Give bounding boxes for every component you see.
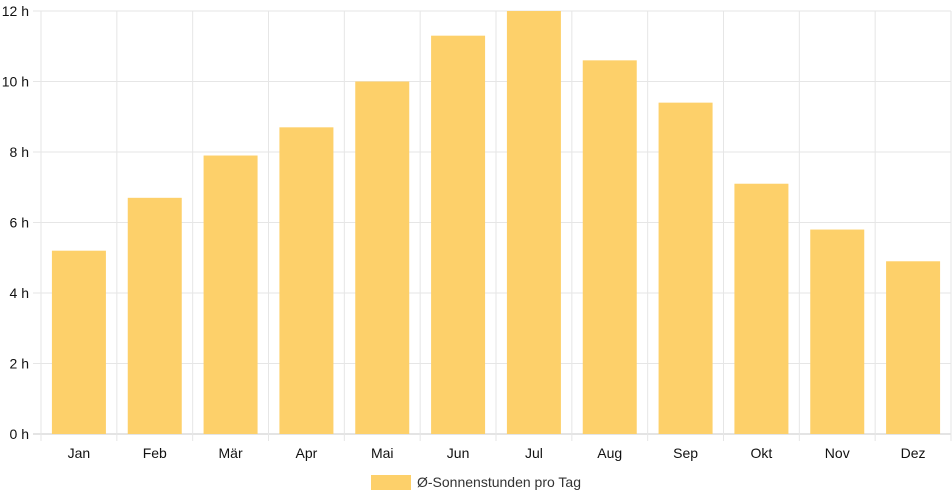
x-tick-label: Sep	[673, 445, 698, 461]
bar-apr[interactable]	[279, 127, 334, 434]
y-tick-label: 2 h	[10, 356, 29, 372]
legend-label: Ø-Sonnenstunden pro Tag	[417, 474, 581, 490]
bar-jun[interactable]	[431, 35, 486, 435]
x-axis-ticks: Jan Feb Mär Apr Mai Jun Jul Aug Sep Okt Nov Dez	[68, 445, 926, 461]
x-tick-label: Jun	[447, 445, 470, 461]
x-tick-label: Feb	[143, 445, 167, 461]
legend[interactable]: Ø-Sonnenstunden pro Tag	[371, 474, 581, 490]
bar-nov[interactable]	[810, 229, 865, 434]
legend-swatch	[371, 475, 411, 490]
x-tick-label: Jan	[68, 445, 91, 461]
bar-mär[interactable]	[203, 155, 258, 434]
bar-aug[interactable]	[582, 60, 637, 434]
bar-mai[interactable]	[355, 81, 410, 435]
y-tick-label: 6 h	[10, 215, 29, 231]
x-tick-label: Jul	[525, 445, 543, 461]
bar-jan[interactable]	[51, 250, 106, 434]
x-tick-label: Dez	[901, 445, 926, 461]
bar-jul[interactable]	[506, 11, 561, 434]
bar-okt[interactable]	[734, 183, 789, 434]
y-tick-label: 10 h	[2, 74, 29, 90]
x-tick-label: Nov	[825, 445, 850, 461]
x-tick-label: Mai	[371, 445, 394, 461]
x-tick-label: Apr	[296, 445, 318, 461]
y-tick-label: 8 h	[10, 144, 29, 160]
grid-lines	[33, 10, 952, 441]
x-tick-label: Aug	[597, 445, 622, 461]
y-tick-label: 4 h	[10, 285, 29, 301]
y-axis-ticks: 0 h 2 h 4 h 6 h 8 h 10 h 12 h	[2, 3, 29, 442]
x-tick-label: Mär	[219, 445, 243, 461]
bar-feb[interactable]	[127, 197, 182, 434]
x-tick-label: Okt	[751, 445, 773, 461]
y-tick-label: 0 h	[10, 426, 29, 442]
bar-sep[interactable]	[658, 102, 713, 435]
y-tick-label: 12 h	[2, 3, 29, 19]
bar-dez[interactable]	[886, 261, 941, 434]
bars	[51, 11, 941, 435]
